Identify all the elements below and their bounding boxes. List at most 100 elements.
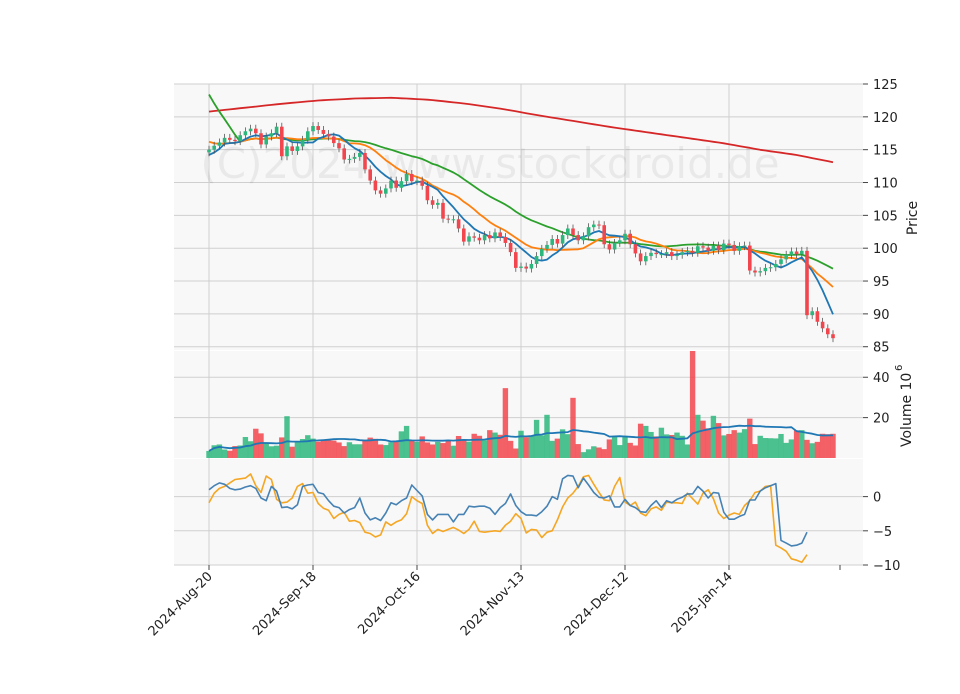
- candle-body: [373, 180, 378, 191]
- candle-body: [664, 252, 669, 255]
- volume-bar: [747, 418, 753, 458]
- candle-body: [690, 250, 695, 253]
- candle-body: [347, 158, 352, 160]
- volume-bar: [216, 444, 223, 458]
- volume-bar: [237, 445, 243, 458]
- candle-body: [748, 245, 752, 271]
- candle-body: [456, 219, 461, 229]
- volume-bar: [601, 449, 607, 458]
- candle-body: [727, 243, 731, 245]
- volume-bar: [762, 438, 769, 458]
- candle-body: [306, 131, 310, 140]
- volume-bar: [533, 419, 540, 458]
- volume-bar: [440, 443, 446, 458]
- volume-bar: [715, 423, 722, 458]
- candle-body: [820, 321, 825, 329]
- candle-body: [638, 253, 643, 262]
- volume-bar: [476, 435, 483, 458]
- volume-bar: [643, 425, 649, 458]
- volume-bar: [606, 439, 613, 458]
- candle-body: [498, 232, 502, 238]
- candle-body: [815, 311, 820, 322]
- candle-body: [602, 225, 606, 245]
- volume-bar: [783, 442, 789, 458]
- candle-body: [711, 245, 716, 251]
- volume-bar: [585, 449, 592, 458]
- price-y-tick-label: 120: [873, 111, 898, 126]
- volume-bar: [674, 432, 680, 458]
- candle-body: [436, 202, 440, 205]
- volume-bar: [377, 444, 384, 458]
- oscillator-panel-bg: [174, 459, 863, 565]
- volume-bar: [450, 445, 457, 458]
- volume-bar: [294, 441, 301, 458]
- volume-bar: [559, 429, 566, 458]
- candle-body: [753, 270, 757, 273]
- volume-bar: [799, 430, 805, 458]
- volume-bar: [611, 437, 618, 458]
- candle-body: [488, 235, 492, 239]
- candle-body: [467, 236, 471, 242]
- candle-body: [680, 252, 684, 255]
- candle-body: [238, 135, 242, 142]
- volume-bar: [247, 441, 254, 458]
- volume-bar: [637, 423, 644, 458]
- volume-bar: [544, 414, 550, 458]
- candle-body: [571, 228, 575, 236]
- volume-bar: [700, 420, 706, 458]
- candle-body: [784, 254, 788, 260]
- candle-body: [269, 133, 274, 137]
- volume-bar: [424, 442, 431, 458]
- volume-bar: [565, 434, 571, 458]
- volume-bar: [507, 440, 514, 458]
- x-tick-label: 2025-Jan-14: [669, 569, 736, 636]
- candle-body: [618, 240, 622, 243]
- x-tick-label: 2024-Sep-18: [250, 569, 320, 639]
- candle-body: [430, 200, 435, 205]
- candle-body: [248, 128, 253, 132]
- volume-bar: [419, 436, 425, 458]
- candle-body: [763, 267, 768, 272]
- volume-bar: [518, 430, 524, 458]
- volume-bar: [445, 440, 451, 458]
- volume-bar: [819, 433, 826, 458]
- candle-body: [503, 237, 508, 243]
- candle-body: [477, 237, 482, 241]
- candle-body: [566, 228, 570, 236]
- candle-body: [737, 246, 742, 251]
- candle-body: [378, 190, 383, 194]
- volume-bar: [284, 416, 290, 458]
- candle-body: [368, 169, 372, 181]
- volume-bar: [211, 445, 217, 458]
- volume-y-tick-label: 20: [873, 412, 890, 427]
- volume-bar: [357, 444, 363, 458]
- volume-bar: [403, 425, 410, 458]
- volume-bar: [455, 435, 462, 458]
- volume-bar: [487, 430, 493, 458]
- candle-body: [321, 129, 326, 134]
- candle-body: [352, 156, 357, 159]
- volume-bar: [242, 437, 249, 458]
- volume-bar: [346, 442, 353, 458]
- price-y-tick-label: 85: [873, 341, 890, 356]
- volume-bar: [830, 433, 836, 458]
- volume-bar: [580, 452, 587, 458]
- volume-bar: [320, 440, 327, 458]
- volume-bar: [305, 435, 311, 458]
- volume-bar: [788, 439, 795, 458]
- volume-bar: [435, 441, 441, 458]
- volume-bar: [570, 397, 576, 458]
- candle-body: [768, 267, 773, 269]
- price-axis-title: Price: [905, 201, 921, 235]
- oscillator-b-line: [208, 473, 808, 564]
- candle-body: [800, 250, 804, 255]
- candle-body: [696, 246, 700, 253]
- volume-bar: [705, 428, 711, 458]
- volume-bar: [809, 443, 815, 458]
- candle-body: [259, 133, 263, 145]
- candle-body: [451, 219, 456, 221]
- price-y-tick-label: 105: [873, 209, 898, 224]
- volume-bar: [767, 438, 774, 458]
- candle-body: [519, 266, 523, 268]
- candle-body: [659, 254, 664, 256]
